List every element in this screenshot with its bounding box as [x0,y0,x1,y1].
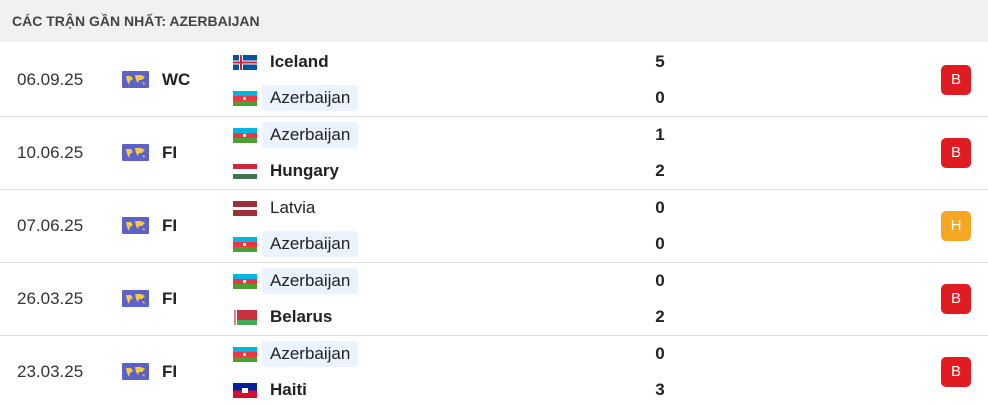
match-row: 26.03.25 FI Azerbaijan 0 Belarus 2 B [0,262,988,336]
match-row: 23.03.25 FI Azerbaijan 0 Haiti 3 B [0,335,988,405]
team-flag [233,91,257,106]
competition: WC [162,70,191,89]
match-date: 07.06.25 [17,216,84,235]
team-flag [233,383,257,398]
team-score: 0 [655,234,665,253]
competition: FI [162,216,178,235]
team-score: 2 [655,161,665,180]
team-flag [233,164,257,179]
team-name: Hungary [270,161,339,180]
team-name: Azerbaijan [262,231,359,257]
team-name: Belarus [270,307,333,326]
result-badge: B [941,138,971,168]
team-flag [233,201,257,216]
match-date: 06.09.25 [17,70,84,89]
competition: FI [162,289,178,308]
competition: FI [162,362,178,381]
team-score: 5 [655,52,665,71]
team-name: Iceland [270,52,329,71]
result-badge: B [941,357,971,387]
match-date: 26.03.25 [17,289,84,308]
team-score: 1 [655,125,665,144]
competition-icon [122,71,149,93]
match-row: 06.09.25 WC Iceland 5 Azerbaijan 0 B [0,43,988,117]
match-date: 23.03.25 [17,362,84,381]
competition-icon [122,363,149,385]
competition-icon [122,144,149,166]
team-flag [233,237,257,252]
team-score: 0 [655,344,665,363]
team-flag [233,310,257,325]
team-name: Azerbaijan [262,341,359,367]
result-badge: H [941,211,971,241]
team-score: 0 [655,198,665,217]
match-row: 10.06.25 FI Azerbaijan 1 Hungary 2 B [0,116,988,190]
team-flag [233,55,257,70]
team-score: 0 [655,88,665,107]
team-name: Azerbaijan [262,122,359,148]
team-flag [233,347,257,362]
competition-icon [122,217,149,239]
team-score: 3 [655,380,665,399]
team-score: 0 [655,271,665,290]
header-title: CÁC TRẬN GẦN NHẤT: AZERBAIJAN [12,13,260,29]
team-name: Latvia [270,198,316,217]
competition-icon [122,290,149,312]
team-flag [233,274,257,289]
team-name: Haiti [270,380,307,399]
result-badge: B [941,284,971,314]
header: CÁC TRẬN GẦN NHẤT: AZERBAIJAN [0,0,988,42]
team-flag [233,128,257,143]
competition: FI [162,143,178,162]
team-name: Azerbaijan [262,268,359,294]
team-score: 2 [655,307,665,326]
result-badge: B [941,65,971,95]
match-row: 07.06.25 FI Latvia 0 Azerbaijan 0 H [0,189,988,263]
team-name: Azerbaijan [262,85,359,111]
match-date: 10.06.25 [17,143,84,162]
